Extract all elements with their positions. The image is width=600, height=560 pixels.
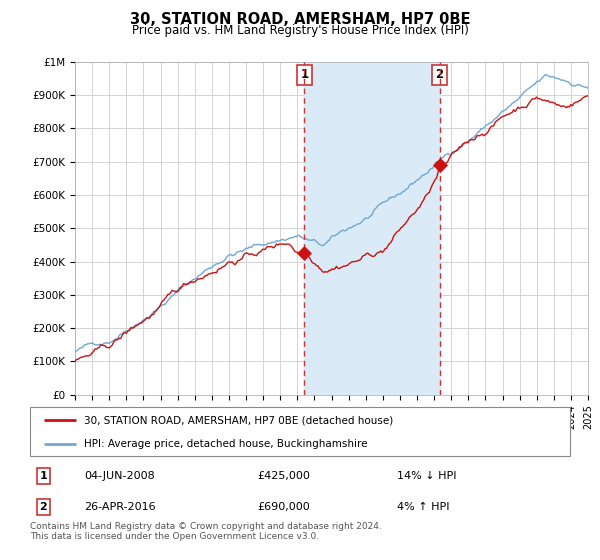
FancyBboxPatch shape [30, 407, 570, 456]
Text: £690,000: £690,000 [257, 502, 310, 512]
Text: 2: 2 [436, 68, 443, 81]
Text: 30, STATION ROAD, AMERSHAM, HP7 0BE (detached house): 30, STATION ROAD, AMERSHAM, HP7 0BE (det… [84, 416, 393, 426]
Text: HPI: Average price, detached house, Buckinghamshire: HPI: Average price, detached house, Buck… [84, 439, 367, 449]
Text: 14% ↓ HPI: 14% ↓ HPI [397, 471, 457, 481]
Text: Price paid vs. HM Land Registry's House Price Index (HPI): Price paid vs. HM Land Registry's House … [131, 24, 469, 36]
Bar [304, 62, 440, 395]
Text: 04-JUN-2008: 04-JUN-2008 [84, 471, 155, 481]
Text: 30, STATION ROAD, AMERSHAM, HP7 0BE: 30, STATION ROAD, AMERSHAM, HP7 0BE [130, 12, 470, 27]
Text: 1: 1 [40, 471, 47, 481]
Text: 26-APR-2016: 26-APR-2016 [84, 502, 155, 512]
Text: Contains HM Land Registry data © Crown copyright and database right 2024.
This d: Contains HM Land Registry data © Crown c… [30, 522, 382, 542]
Text: 1: 1 [301, 68, 308, 81]
Text: 4% ↑ HPI: 4% ↑ HPI [397, 502, 450, 512]
Text: £425,000: £425,000 [257, 471, 310, 481]
Text: 2: 2 [40, 502, 47, 512]
